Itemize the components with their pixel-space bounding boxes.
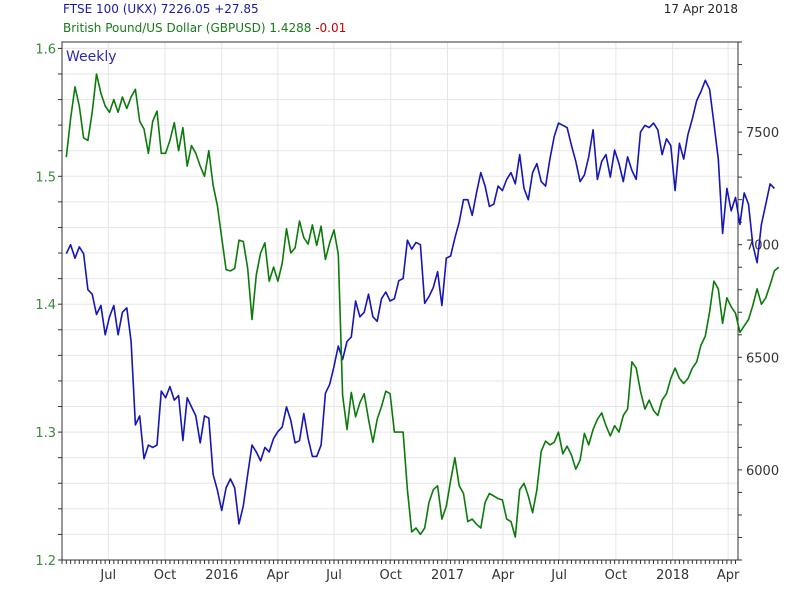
ftse-series-line xyxy=(65,79,775,525)
x-axis-tick-label: Jul xyxy=(550,568,567,583)
gbpusd-legend-label: British Pound/US Dollar (GBPUSD) 1.4288 … xyxy=(63,21,346,35)
right-axis-tick-label: 6500 xyxy=(746,351,779,366)
right-axis-tick-label: 6000 xyxy=(746,464,779,479)
left-axis-tick-label: 1.3 xyxy=(35,426,56,441)
ftse-legend-label: FTSE 100 (UKX) 7226.05 +27.85 xyxy=(63,2,259,16)
x-axis-tick-label: Jul xyxy=(325,568,342,583)
x-axis-tick-label: Apr xyxy=(267,568,290,583)
gbpusd-legend-text: British Pound/US Dollar (GBPUSD) 1.4288 xyxy=(63,21,312,35)
plot-frame xyxy=(61,41,739,561)
x-axis-tick-label: Oct xyxy=(154,568,176,583)
gbpusd-change: -0.01 xyxy=(315,21,347,35)
gbpusd-series-line xyxy=(65,73,780,538)
weekly-annotation: Weekly xyxy=(66,49,117,65)
x-axis-tick-label: Jul xyxy=(99,568,116,583)
right-axis-tick-label: 7500 xyxy=(746,126,779,141)
x-axis-tick-label: 2016 xyxy=(205,568,238,583)
left-axis-tick-label: 1.4 xyxy=(35,298,56,313)
x-axis-tick-label: Oct xyxy=(380,568,402,583)
left-axis-tick-label: 1.5 xyxy=(35,170,56,185)
x-axis-tick-label: 2017 xyxy=(431,568,464,583)
x-axis-tick-label: 2018 xyxy=(656,568,689,583)
x-axis-tick-label: Oct xyxy=(605,568,627,583)
chart-date: 17 Apr 2018 xyxy=(663,2,738,16)
x-axis-tick-label: Apr xyxy=(492,568,515,583)
x-axis-tick-label: Apr xyxy=(717,568,740,583)
left-axis-tick-label: 1.2 xyxy=(35,554,56,569)
left-axis-tick-label: 1.6 xyxy=(35,42,56,57)
right-axis-tick-label: 7000 xyxy=(746,239,779,254)
